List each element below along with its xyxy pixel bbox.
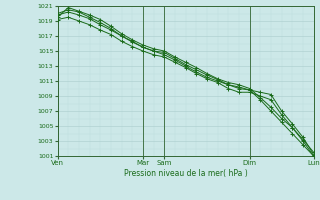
X-axis label: Pression niveau de la mer( hPa ): Pression niveau de la mer( hPa ) xyxy=(124,169,247,178)
